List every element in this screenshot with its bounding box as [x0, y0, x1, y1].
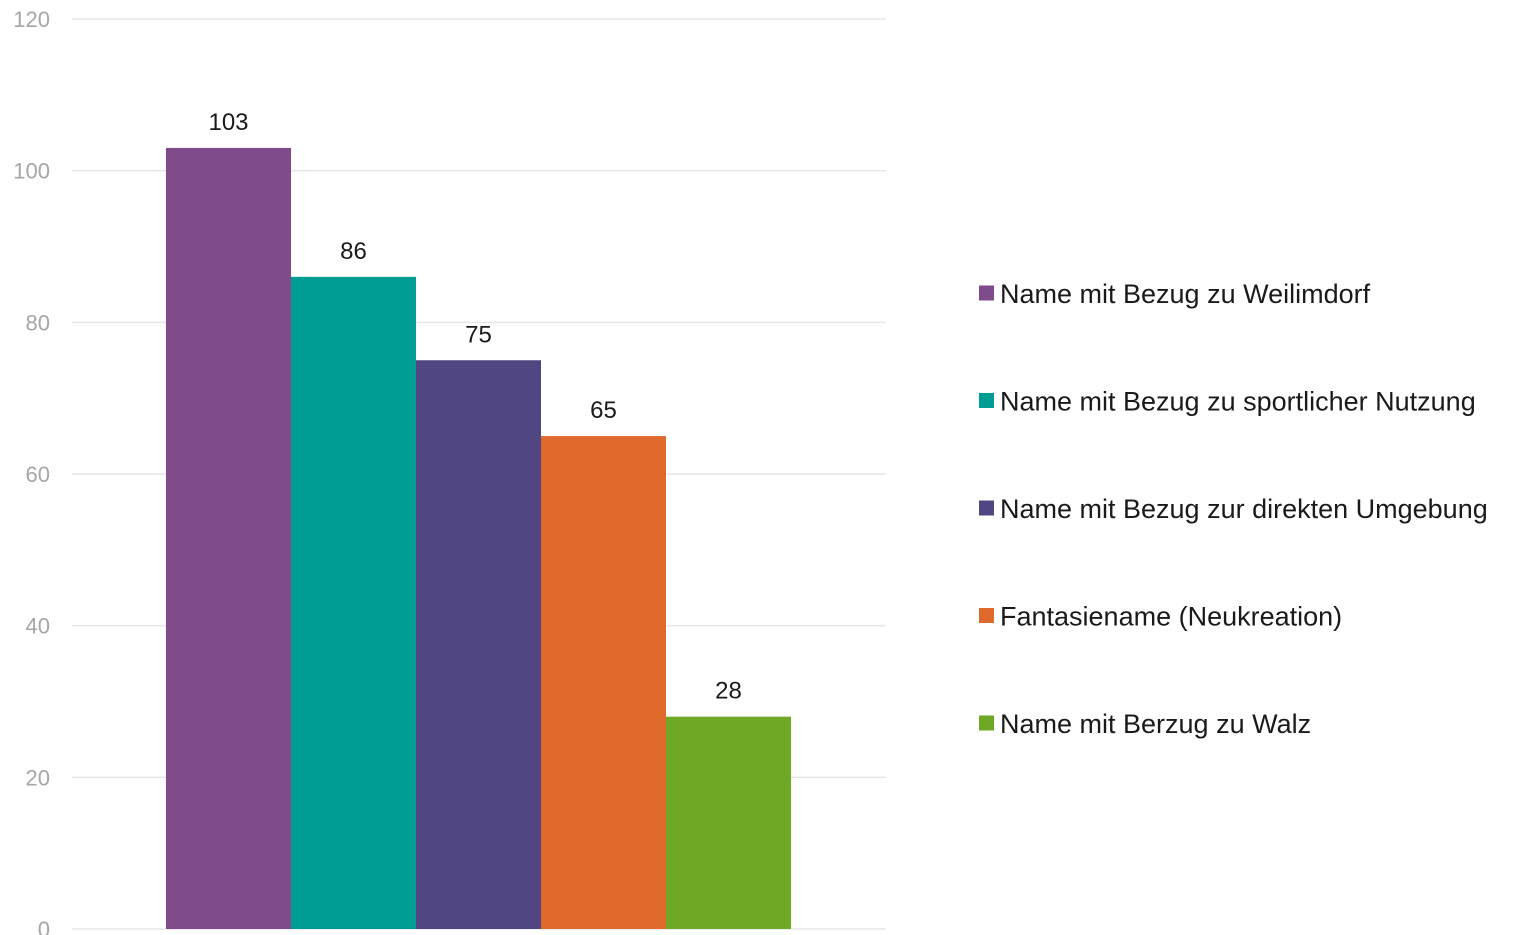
y-axis: 0 20 40 60 80 100 120 — [13, 7, 50, 935]
bar — [666, 716, 791, 929]
legend-label: Name mit Bezug zu Weilimdorf — [1000, 279, 1371, 309]
bar — [291, 276, 416, 929]
data-label: 103 — [208, 109, 248, 136]
legend-swatch — [979, 715, 994, 731]
y-tick-label: 60 — [26, 462, 50, 487]
y-tick-label: 120 — [13, 7, 50, 32]
legend-swatch — [979, 500, 994, 516]
legend: Name mit Bezug zu Weilimdorf Name mit Bez… — [979, 279, 1488, 739]
data-label: 86 — [340, 238, 367, 265]
legend-label: Name mit Bezug zur direkten Umgebung — [1000, 494, 1488, 524]
legend-swatch — [979, 285, 994, 301]
bars — [166, 147, 791, 929]
y-tick-label: 80 — [26, 310, 50, 335]
legend-label: Name mit Berzug zu Walz — [1000, 709, 1311, 739]
legend-label: Name mit Bezug zu sportlicher Nutzung — [1000, 387, 1476, 417]
legend-swatch — [979, 608, 994, 623]
data-label: 75 — [465, 321, 492, 348]
y-tick-label: 0 — [38, 917, 50, 935]
y-tick-label: 100 — [13, 159, 50, 184]
data-label: 65 — [590, 397, 617, 424]
legend-swatch — [979, 393, 994, 408]
data-label: 28 — [715, 678, 742, 705]
bar — [166, 147, 291, 929]
legend-label: Fantasiename (Neukreation) — [1000, 602, 1342, 632]
bar — [541, 436, 666, 929]
bar — [416, 360, 541, 929]
y-tick-label: 40 — [26, 614, 50, 639]
y-tick-label: 20 — [26, 765, 50, 790]
data-labels: 103 86 75 65 28 — [208, 109, 741, 705]
